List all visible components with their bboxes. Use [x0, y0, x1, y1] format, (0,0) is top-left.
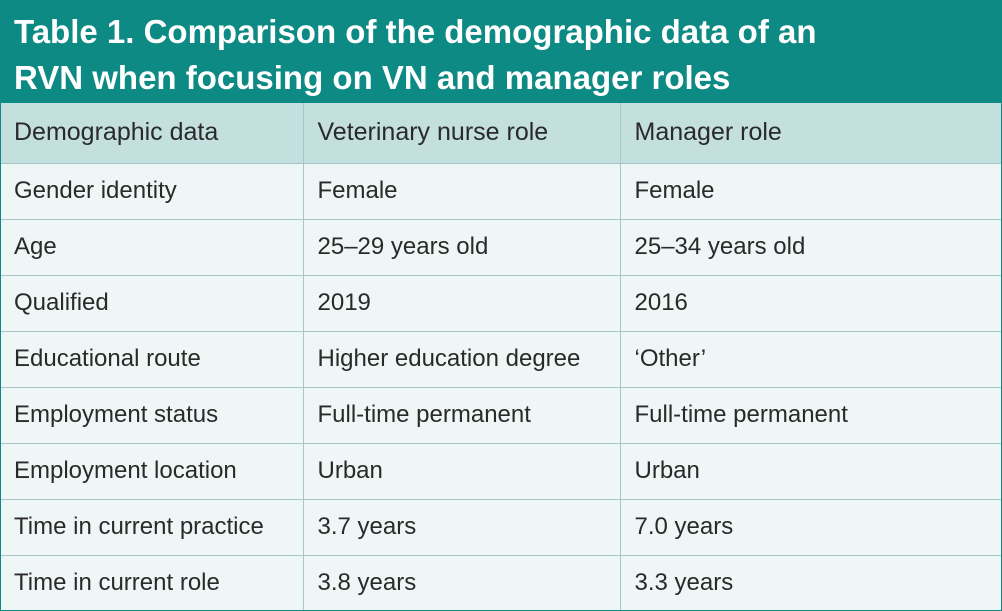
row-label: Educational route [0, 330, 304, 387]
table-title-line-1: Table 1. Comparison of the demographic d… [14, 13, 817, 50]
manager-role-value: 25–34 years old [620, 218, 1002, 275]
table-row: Gender identity Female Female [0, 162, 1002, 219]
vn-role-value: Female [303, 162, 621, 219]
vn-role-value: Urban [303, 442, 621, 499]
vn-role-value: 25–29 years old [303, 218, 621, 275]
manager-role-value: Full-time permanent [620, 386, 1002, 443]
table-row: Time in current role 3.8 years 3.3 years [0, 554, 1002, 610]
row-label: Time in current role [0, 554, 304, 610]
table-title: Table 1. Comparison of the demographic d… [0, 0, 1002, 103]
header-manager-role: Manager role [620, 103, 1002, 163]
row-label: Age [0, 218, 304, 275]
row-label: Time in current practice [0, 498, 304, 555]
table-row: Employment status Full-time permanent Fu… [0, 386, 1002, 443]
row-label: Employment status [0, 386, 304, 443]
table-row: Employment location Urban Urban [0, 442, 1002, 499]
row-label: Employment location [0, 442, 304, 499]
table-row: Educational route Higher education degre… [0, 330, 1002, 387]
row-label: Qualified [0, 274, 304, 331]
manager-role-value: 2016 [620, 274, 1002, 331]
header-demographic-data: Demographic data [0, 103, 304, 163]
header-veterinary-nurse-role: Veterinary nurse role [303, 103, 621, 163]
vn-role-value: 2019 [303, 274, 621, 331]
manager-role-value: ‘Other’ [620, 330, 1002, 387]
vn-role-value: 3.8 years [303, 554, 621, 610]
table-row: Time in current practice 3.7 years 7.0 y… [0, 498, 1002, 555]
vn-role-value: Higher education degree [303, 330, 621, 387]
manager-role-value: Urban [620, 442, 1002, 499]
table-title-line-2: RVN when focusing on VN and manager role… [14, 59, 731, 96]
manager-role-value: Female [620, 162, 1002, 219]
vn-role-value: Full-time permanent [303, 386, 621, 443]
table-row: Age 25–29 years old 25–34 years old [0, 218, 1002, 275]
vn-role-value: 3.7 years [303, 498, 621, 555]
demographic-table: Demographic data Veterinary nurse role M… [0, 103, 1002, 610]
manager-role-value: 7.0 years [620, 498, 1002, 555]
row-label: Gender identity [0, 162, 304, 219]
table-header-row: Demographic data Veterinary nurse role M… [0, 103, 1002, 163]
manager-role-value: 3.3 years [620, 554, 1002, 610]
table-row: Qualified 2019 2016 [0, 274, 1002, 331]
